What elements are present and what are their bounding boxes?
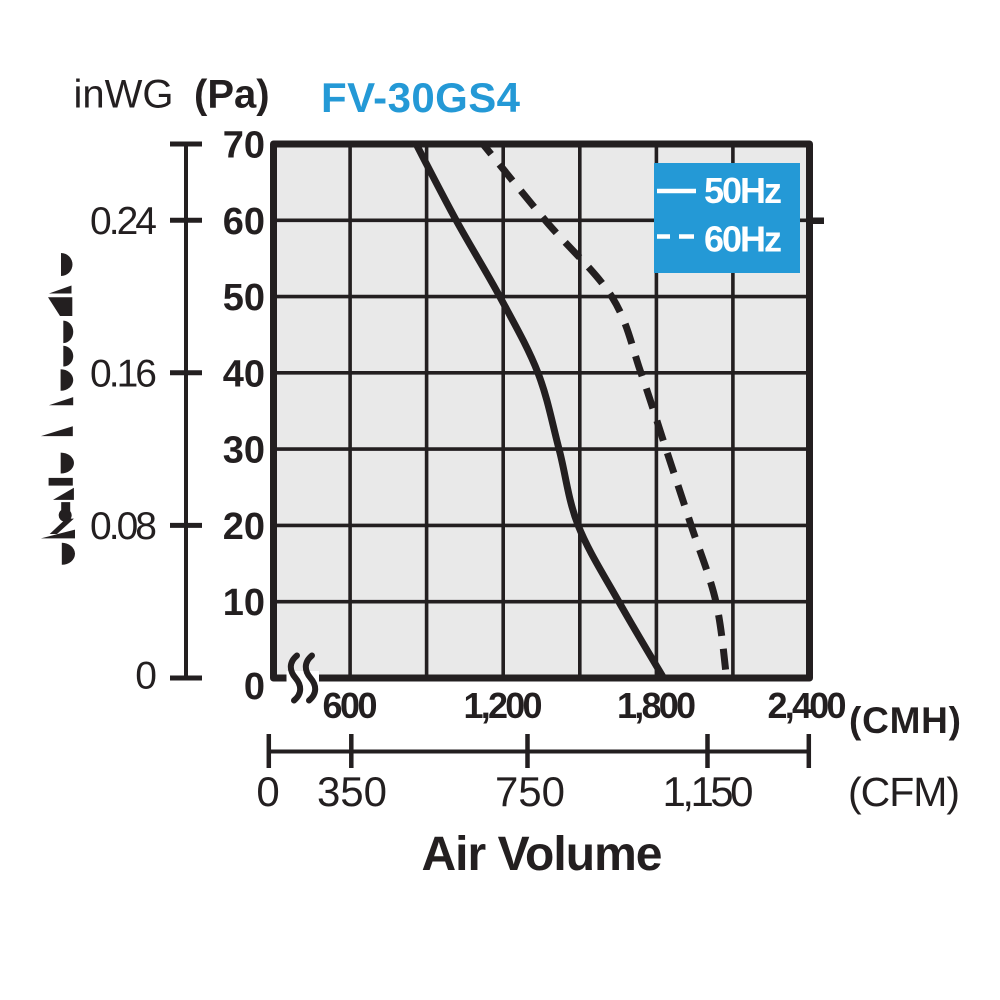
- svg-text:(Pa): (Pa): [194, 73, 270, 117]
- svg-text:1,150: 1,150: [663, 768, 754, 815]
- svg-text:Air Volume: Air Volume: [422, 828, 663, 881]
- svg-text:30: 30: [223, 430, 265, 472]
- svg-text:0: 0: [256, 768, 279, 815]
- svg-text:50: 50: [223, 277, 265, 319]
- svg-text:1,800: 1,800: [617, 685, 696, 726]
- svg-text:2,400: 2,400: [768, 685, 847, 726]
- svg-text:350: 350: [317, 768, 387, 815]
- svg-text:0: 0: [244, 666, 265, 708]
- svg-text:inWG: inWG: [74, 73, 174, 117]
- svg-text:1,200: 1,200: [464, 685, 543, 726]
- svg-text:(CFM): (CFM): [848, 769, 960, 815]
- svg-text:60Hz: 60Hz: [704, 219, 782, 260]
- svg-text:40: 40: [223, 353, 265, 395]
- svg-text:70: 70: [223, 125, 265, 167]
- svg-text:60: 60: [223, 201, 265, 243]
- svg-text:0.24: 0.24: [90, 200, 157, 243]
- svg-text:50Hz: 50Hz: [704, 170, 782, 211]
- svg-text:750: 750: [495, 768, 565, 815]
- svg-text:0.16: 0.16: [90, 352, 157, 395]
- svg-text:20: 20: [223, 506, 265, 548]
- svg-text:0.08: 0.08: [90, 505, 157, 548]
- svg-text:600: 600: [323, 685, 378, 726]
- svg-text:(CMH): (CMH): [849, 700, 961, 741]
- svg-text:FV-30GS4: FV-30GS4: [321, 74, 521, 121]
- svg-text:0: 0: [135, 655, 157, 698]
- svg-text:10: 10: [223, 582, 265, 624]
